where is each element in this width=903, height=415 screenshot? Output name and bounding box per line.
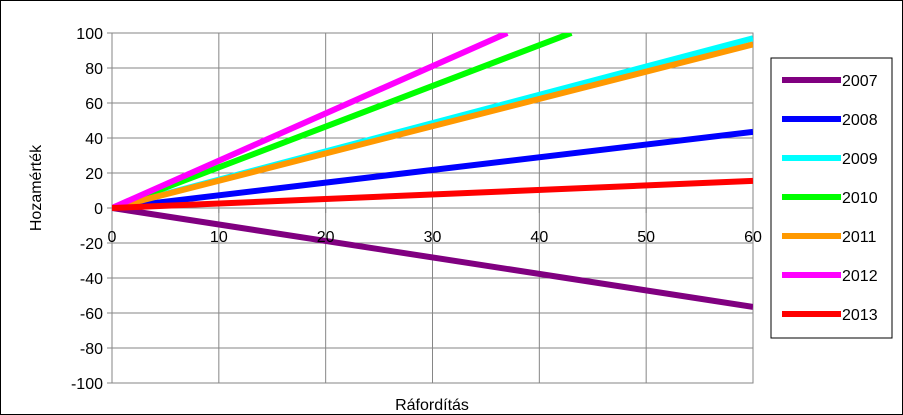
series-line-2007: [112, 205, 753, 310]
legend-label-2007: 2007: [842, 73, 878, 90]
y-tick-label-0: 100: [76, 26, 103, 43]
x-tick-label-5: 50: [637, 229, 655, 246]
legend-label-2008: 2008: [842, 112, 878, 129]
series-lines: [112, 33, 753, 310]
legend-label-2012: 2012: [842, 268, 878, 285]
legend-label-2010: 2010: [842, 190, 878, 207]
y-tick-label-6: -20: [80, 236, 103, 253]
legend-label-2011: 2011: [842, 229, 877, 246]
legend-label-2009: 2009: [842, 151, 878, 168]
x-tick-label-0: 0: [108, 229, 117, 246]
x-tick-label-3: 30: [424, 229, 442, 246]
y-tick-label-10: -100: [71, 376, 103, 393]
y-tick-label-2: 60: [85, 96, 103, 113]
y-tick-label-9: -80: [80, 341, 103, 358]
x-tick-labels: 0 10 20 30 40 50 60: [108, 229, 762, 246]
y-tick-label-1: 80: [85, 61, 103, 78]
legend-label-2013: 2013: [842, 307, 878, 324]
y-tick-label-3: 40: [85, 131, 103, 148]
x-tick-label-1: 10: [210, 229, 228, 246]
x-tick-label-4: 40: [530, 229, 548, 246]
series-line-2012: [112, 33, 509, 211]
x-tick-label-6: 60: [744, 229, 762, 246]
y-axis-title: Hozamérték: [28, 144, 45, 231]
legend: 2007 2008 2009 2010 2011 2012 2013: [770, 57, 893, 339]
series-line-2013: [112, 177, 753, 211]
y-tick-labels: 100 80 60 40 20 0 -20 -40 -60 -80 -100: [71, 26, 103, 393]
x-tick-label-2: 20: [317, 229, 335, 246]
y-tick-label-5: 0: [94, 201, 103, 218]
y-tick-label-4: 20: [85, 166, 103, 183]
y-tick-label-7: -40: [80, 271, 103, 288]
series-line-2010: [112, 33, 573, 211]
y-tick-label-8: -60: [80, 306, 103, 323]
series-line-2008: [112, 128, 753, 211]
series-line-2011: [112, 41, 753, 211]
x-axis-title: Ráfordítás: [395, 397, 469, 414]
